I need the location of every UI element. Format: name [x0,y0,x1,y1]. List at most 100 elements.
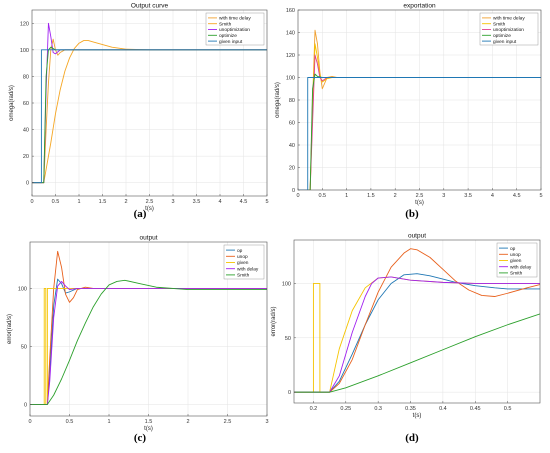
y-axis-label: omega(rad/s) [275,82,281,118]
legend-entry: unop [510,253,521,258]
y-tick-label: 0 [26,181,29,187]
y-axis-label: error(rad/s) [7,314,13,344]
y-tick-label: 50 [21,344,27,350]
legend-box [223,244,265,280]
legend-entry: with time delay [493,16,525,22]
x-tick-label: 5 [265,199,268,205]
x-tick-label: 4.5 [240,199,248,205]
y-tick-label: 120 [286,53,295,59]
y-tick-label: 0 [24,402,27,408]
legend-entry: op [510,247,516,252]
x-tick-label: 1 [107,419,110,425]
series-line-5 [30,279,267,405]
x-tick-label: 0.3 [374,406,382,412]
x-tick-label: 2 [124,199,127,205]
x-tick-label: 0.35 [405,406,416,412]
x-tick-label: 3 [265,419,268,425]
x-tick-label: 0.5 [52,199,60,205]
y-tick-label: 120 [20,21,29,27]
x-tick-label: 2.5 [146,199,154,205]
x-tick-label: 3.5 [464,193,472,199]
x-tick-label: 0 [296,193,299,199]
x-tick-label: 3 [171,199,174,205]
series-line-5 [298,77,541,190]
legend-entry: Smith [493,21,506,27]
y-tick-label: 60 [289,121,295,127]
series-line-1 [294,273,540,393]
series-line-2 [294,248,540,393]
legend-entry: given input [219,39,243,45]
x-tick-label: 0.4 [439,406,447,412]
y-tick-label: 80 [289,98,295,104]
chart-panel-2: 0 0.5 1 1.5 2 2.5 3 3.5 4 4.5 5 0 20 40 60 80 100 120 140 1… [275,3,543,221]
chart-title: output [139,235,157,242]
x-tick-label: 2 [186,419,189,425]
legend-entry: with time delay [219,16,251,22]
y-tick-label: 20 [23,154,29,160]
x-tick-label: 1 [345,193,348,199]
x-tick-label: 1.5 [367,193,375,199]
panel-caption: (a) [134,208,147,220]
x-tick-label: 5 [539,193,542,199]
series-line-5 [32,49,267,184]
legend-entry: optimize [493,33,511,39]
y-tick-label: 40 [23,128,29,134]
chart-panel-1: 0 0.5 1 1.5 2 2.5 3 3.5 4 4.5 5 0 20 40 60 80 100 120 Outp… [9,3,269,221]
x-tick-label: 2 [394,193,397,199]
series-group [294,248,540,393]
y-tick-label: 80 [23,74,29,80]
y-tick-label: 40 [289,143,295,149]
y-tick-label: 160 [286,8,295,14]
y-tick-label: 100 [20,48,29,54]
y-tick-label: 140 [286,31,295,37]
x-tick-label: 0.45 [470,406,481,412]
chart-panel-4: 0.2 0.25 0.3 0.35 0.4 0.45 0.5 0 50 100 output t(s)… [271,233,541,444]
chart-title: exportation [403,3,436,10]
x-tick-label: 4 [491,193,494,199]
chart-panel-3: 0 0.5 1 1.5 2 2.5 3 0 50 100 output t(s) error(rad/s… [7,235,269,445]
series-line-5 [294,313,540,393]
series-line-2 [30,250,267,405]
x-tick-label: 0.25 [340,406,351,412]
legend-entry: Smith [510,271,523,277]
x-tick-label: 3.5 [193,199,201,205]
x-axis-label: t(s) [145,206,154,212]
legend-entry: with delay [237,266,259,272]
y-tick-label: 100 [18,286,27,292]
legend-entry: Smith [219,21,232,27]
panel-caption: (c) [134,432,147,444]
x-tick-label: 4.5 [513,193,521,199]
y-tick-label: 0 [288,390,291,396]
legend-entry: given [510,258,522,264]
x-tick-label: 0.5 [66,419,74,425]
x-tick-label: 4 [218,199,221,205]
series-line-4 [30,280,267,405]
panel-caption: (d) [405,432,419,444]
y-tick-label: 20 [289,166,295,172]
x-tick-label: 3 [442,193,445,199]
legend: with time delaySmithunoptimizationoptimi… [479,12,539,46]
y-tick-label: 60 [23,101,29,107]
x-tick-label: 0 [30,199,33,205]
legend-box [496,242,538,278]
legend-entry: with delay [510,264,532,270]
x-tick-label: 2.5 [224,419,232,425]
x-tick-label: 1.5 [145,419,153,425]
legend-entry: op [237,249,243,254]
y-tick-label: 100 [286,76,295,82]
x-tick-label: 0.2 [310,406,318,412]
x-tick-label: 0.5 [504,406,512,412]
legend-entry: unop [237,255,248,260]
series-group [298,29,541,190]
x-tick-label: 1 [77,199,80,205]
axes-frame [293,239,541,404]
chart-title: output [408,233,426,240]
legend-entry: unoptimization [219,27,250,33]
x-tick-label: 0.5 [318,193,326,199]
legend: with time delaySmithunoptimizationoptimi… [205,12,265,46]
legend-entry: optimize [219,33,237,39]
x-tick-label: 0 [28,419,31,425]
x-tick-label: 2.5 [416,193,424,199]
